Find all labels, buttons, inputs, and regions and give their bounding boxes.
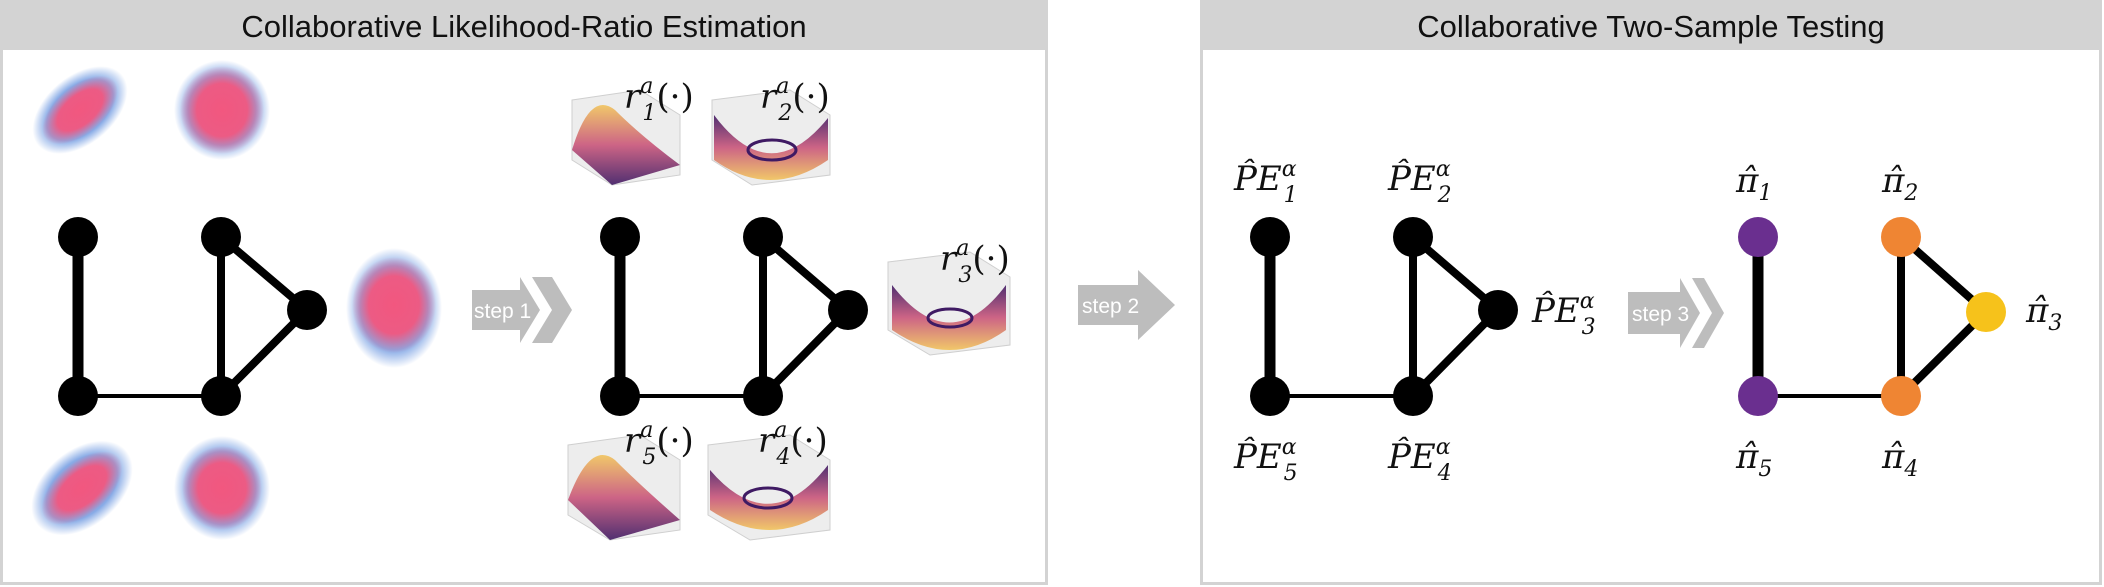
scatter-cloud-5 [31,440,133,536]
graph-3-node-2 [1393,217,1433,257]
graph-1-node-2 [201,217,241,257]
left-panel-title: Collaborative Likelihood-Ratio Estimatio… [3,3,1045,50]
graph-1-node-3 [287,290,327,330]
graph-2-node-2 [743,217,783,257]
graph-3-node-1 [1250,217,1290,257]
pe-label-3: P̂Eα 3 [1531,289,1596,340]
ratio-label-1: ra 1(·) [624,74,694,126]
step-1-label: step 1 [474,300,531,323]
graph-4-node-4 [1881,376,1921,416]
pe-label-5: P̂Eα 5 [1233,435,1298,486]
step-2-label: step 2 [1082,295,1139,318]
scatter-cloud-4 [174,436,270,540]
pi-label-2: π̂2 [1881,161,1918,206]
graph-4-node-5 [1738,376,1778,416]
graph-4-node-1 [1738,217,1778,257]
graph-2-node-3 [828,290,868,330]
graph-3-node-3 [1478,290,1518,330]
scatter-cloud-2 [174,60,270,160]
surface-plot-1 [571,89,681,186]
pi-label-4: π̂4 [1881,437,1918,482]
step-1-arrow: step 1 [472,277,572,343]
pi-label-3: π̂3 [2025,291,2062,336]
graph-2 [600,217,868,416]
pi-label-5: π̂5 [1735,437,1772,482]
graph-1-node-5 [58,376,98,416]
pi-label-1: π̂1 [1735,161,1772,206]
graph-2-edge-4-3 [760,307,851,399]
graph-2-node-4 [743,376,783,416]
graph-1 [58,217,327,416]
ratio-label-4: ra 4(·) [758,418,828,470]
graph-2-node-1 [600,217,640,257]
ratio-label-2: ra 2(·) [760,74,830,126]
surface-plot-4 [707,434,831,541]
surface-plot-5 [567,434,681,541]
pe-label-2: P̂Eα 2 [1387,157,1452,208]
graph-4 [1738,217,2006,416]
pe-label-4: P̂Eα 4 [1387,435,1452,486]
right-panel-title: Collaborative Two-Sample Testing [1203,3,2099,50]
step-2-arrow: step 2 [1078,270,1175,340]
graph-3 [1250,217,1518,416]
scatter-cloud-3 [346,248,442,368]
surface-plot-2 [711,89,831,186]
graph-3-node-5 [1250,376,1290,416]
step-3-label: step 3 [1632,303,1689,326]
step-3-arrow: step 3 [1628,278,1724,348]
graph-4-node-3 [1966,292,2006,332]
ratio-label-3: ra 3(·) [940,236,1010,288]
ratio-label-5: ra 5(·) [624,418,694,470]
pe-label-1: P̂Eα 1 [1233,157,1298,208]
graph-2-node-5 [600,376,640,416]
graph-1-edge-4-3 [218,307,310,399]
graph-1-node-1 [58,217,98,257]
graph-3-edge-4-3 [1410,307,1501,399]
graph-3-node-4 [1393,376,1433,416]
surface-plot-3 [887,251,1011,356]
graph-4-node-2 [1881,217,1921,257]
scatter-cloud-1 [32,66,128,154]
graph-1-node-4 [201,376,241,416]
